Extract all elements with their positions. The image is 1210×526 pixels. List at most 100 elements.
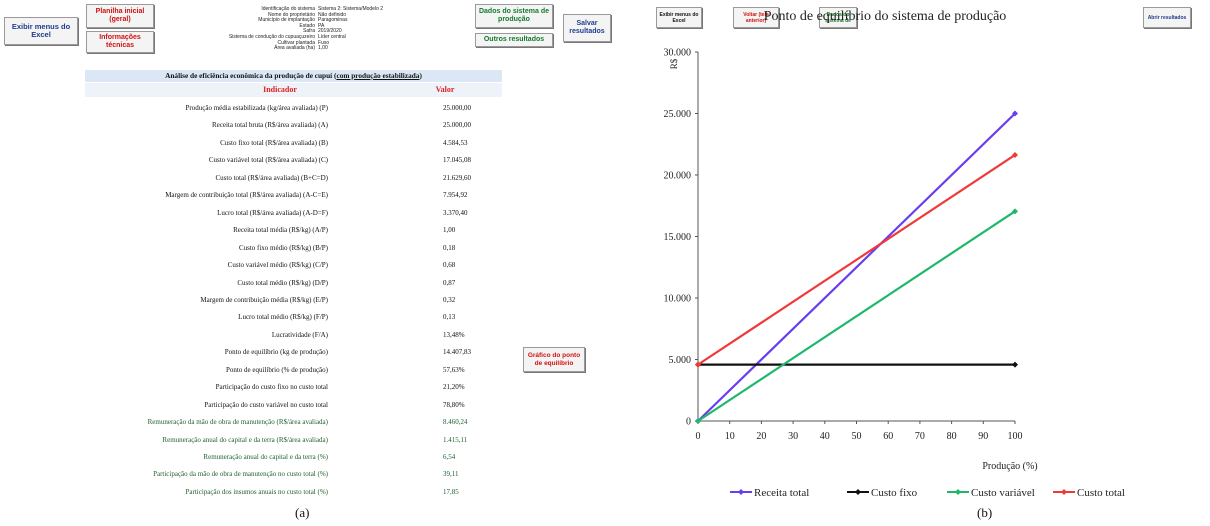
indicator-label: Remuneração anual do capital e da terra … — [203, 453, 328, 461]
stabilized-production-link[interactable]: com produção estabilizada — [336, 71, 420, 80]
indicator-label: Receita total média (R$/kg) (A/P) — [233, 226, 328, 235]
info-value: Fuso — [318, 39, 330, 46]
header-value: Valor — [435, 85, 455, 94]
table-row: Ponto de equilíbrio (kg de produção) 14.4… — [0, 344, 615, 360]
indicator-label: Custo fixo médio (R$/kg) (B/P) — [238, 243, 328, 252]
indicator-label: Lucro total (R$/área avaliada) (A-D=F) — [217, 208, 328, 217]
indicator-value: 4.584,53 — [443, 138, 468, 147]
table-row: Lucro total médio (R$/kg) (F/P) 0,13 — [0, 309, 615, 325]
legend-label: Custo variável — [971, 487, 1035, 499]
x-tick-label: 10 — [725, 431, 735, 442]
indicator-value: 57,63% — [443, 365, 465, 374]
x-tick-label: 80 — [947, 431, 957, 442]
indicator-label: Margem de contribuição média (R$/kg) (E/… — [200, 295, 328, 304]
indicator-value: 6,54 — [443, 453, 456, 461]
legend-label: Receita total — [754, 487, 809, 499]
open-results-button[interactable]: Abrir resultados — [1143, 7, 1191, 28]
info-value: Paragominas — [318, 17, 348, 24]
indicator-value: 7.954,92 — [443, 191, 468, 200]
info-row: Identificação do sistema Sistema 2: Siste… — [206, 6, 388, 13]
indicator-label: Produção média estabilizada (kg/área ava… — [185, 104, 328, 112]
initial-sheet-button[interactable]: Planilha inicial (geral) — [86, 4, 154, 28]
show-excel-menus-button-b[interactable]: Exibir menus do Excel — [656, 7, 702, 28]
info-value: 1,00 — [318, 45, 328, 52]
table-row: Custo fixo total (R$/área avaliada) (B) 4… — [0, 135, 615, 151]
info-key: Safra — [303, 28, 315, 35]
system-data-button-b[interactable]: Dados do sistema de — [819, 7, 857, 28]
legend-marker — [1061, 489, 1067, 495]
indicator-value: 25.000,00 — [443, 121, 471, 130]
table-row: Remuneração anual do capital e da terra … — [0, 432, 615, 448]
indicator-value: 21.629,60 — [443, 173, 471, 182]
table-row: Ponto de equilíbrio (% de produção) 57,63… — [0, 362, 615, 378]
table-row: Margem de contribuição total (R$/área av… — [0, 187, 615, 203]
info-value: Não definido — [318, 11, 347, 18]
indicator-value: 0,32 — [443, 295, 456, 304]
legend-marker — [738, 489, 744, 495]
back-previous-screen-button[interactable]: Voltar (tela anterior) — [733, 7, 779, 28]
table-row: Participação da mão de obra de manutençã… — [0, 466, 615, 482]
break-even-chart: Ponto de equilíbrio do sistema de produç… — [664, 9, 1125, 499]
info-row: Safra 2019/2020 — [206, 29, 388, 35]
table-header: Indicador Valor — [85, 83, 502, 97]
info-key: Sistema de condução do cupuaçuzeiro — [228, 33, 315, 40]
table-row: Participação do custo fixo no custo tota… — [0, 379, 615, 395]
x-tick-label: 90 — [978, 431, 988, 442]
save-results-button[interactable]: Salvar resultados — [563, 14, 611, 42]
indicator-label: Participação do custo variável no custo … — [204, 400, 328, 409]
table-row: Receita total bruta (R$/área avaliada) (… — [0, 117, 615, 133]
x-tick-label: 60 — [883, 431, 893, 442]
panel-b-chart: Exibir menus do Excel Voltar (tela anter… — [615, 0, 1210, 526]
show-excel-menus-button[interactable]: Exibir menus do Excel — [4, 17, 78, 45]
indicator-value: 17,85 — [443, 487, 459, 496]
indicator-label: Custo variável médio (R$/kg) (C/P) — [227, 261, 328, 270]
technical-info-button[interactable]: Informações técnicas — [86, 31, 154, 53]
production-system-data-button[interactable]: Dados do sistema de produção — [475, 4, 553, 28]
info-row: Área avaliada (ha) 1,00 — [206, 46, 388, 52]
info-row: Município de implantação Paragominas — [206, 18, 388, 24]
indicator-value: 14.407,83 — [443, 348, 471, 357]
table-row: Margem de contribuição média (R$/kg) (E/… — [0, 292, 615, 308]
caption-b: (b) — [977, 505, 993, 520]
indicator-label: Custo total (R$/área avaliada) (B+C=D) — [215, 173, 328, 182]
indicator-value: 0,68 — [443, 261, 456, 270]
indicator-value: 1.415,11 — [443, 435, 468, 444]
series-point — [1012, 151, 1018, 158]
table-row: Custo total (R$/área avaliada) (B+C=D) 21… — [0, 170, 615, 186]
x-tick-label: 50 — [852, 431, 862, 442]
x-tick-label: 0 — [696, 431, 701, 442]
y-tick-label: 30.000 — [664, 48, 692, 59]
other-results-button[interactable]: Outros resultados — [475, 33, 553, 47]
break-even-chart-button[interactable]: Gráfico do ponto de equilíbrio — [523, 347, 585, 372]
indicator-value: 3.370,40 — [443, 208, 468, 217]
y-tick-label: 15.000 — [664, 232, 692, 243]
x-tick-label: 100 — [1008, 431, 1023, 442]
info-row: Sistema de condução do cupuaçuzeiro Líder… — [206, 33, 388, 41]
indicator-label: Lucratividade (F/A) — [271, 330, 328, 339]
table-row: Participação dos insumos anuais no custo… — [0, 484, 615, 500]
indicator-label: Custo fixo total (R$/área avaliada) (B) — [220, 138, 328, 147]
indicator-value: 78,80% — [443, 400, 465, 409]
indicator-label: Ponto de equilíbrio (% de produção) — [225, 365, 328, 374]
info-value: PA — [318, 22, 325, 29]
series-line-0 — [697, 112, 1016, 422]
series-line-3 — [697, 154, 1016, 366]
series-point — [1012, 208, 1018, 215]
indicator-value: 21,20% — [443, 383, 465, 392]
info-key: Identificação do sistema — [261, 6, 315, 12]
chart-title: Ponto de equilíbrio do sistema de produç… — [764, 9, 1007, 24]
indicator-value: 0,18 — [443, 243, 456, 252]
info-key: Município de implantação — [258, 17, 315, 24]
legend-label: Custo total — [1077, 487, 1125, 499]
indicator-label: Ponto de equilíbrio (kg de produção) — [224, 348, 328, 357]
table-row: Custo variável total (R$/área avaliada) … — [0, 152, 615, 168]
table-row: Participação do custo variável no custo … — [0, 397, 615, 413]
indicator-label: Remuneração da mão de obra de manutenção… — [147, 418, 328, 427]
legend-marker — [855, 489, 861, 495]
indicator-label: Participação do custo fixo no custo tota… — [215, 383, 328, 392]
indicator-label: Custo variável total (R$/área avaliada) … — [208, 156, 328, 165]
y-tick-label: 10.000 — [664, 294, 692, 305]
y-tick-label: 0 — [686, 417, 691, 428]
table-row: Produção média estabilizada (kg/área ava… — [0, 100, 615, 116]
table-row: Lucratividade (F/A) 13,48% — [0, 327, 615, 343]
